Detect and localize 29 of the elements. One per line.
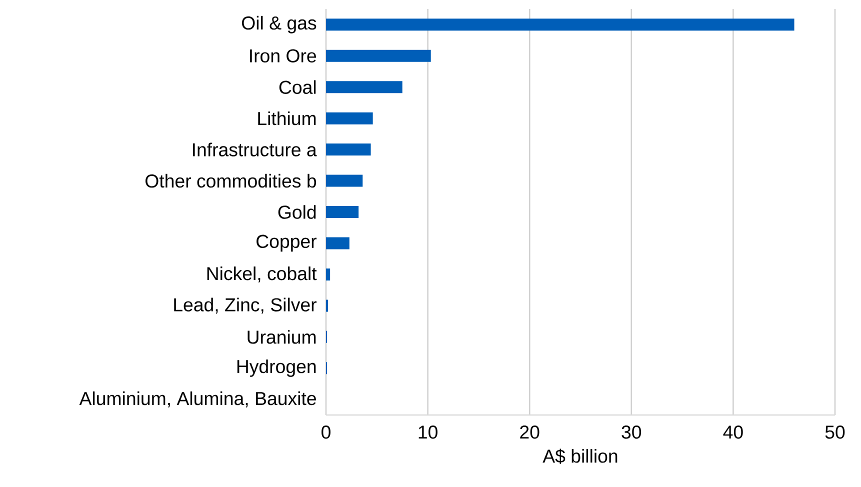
bar xyxy=(326,112,373,124)
bar xyxy=(326,50,431,62)
x-tick-label: 10 xyxy=(418,425,438,439)
y-tick-label: Oil & gas xyxy=(242,16,316,34)
x-tick-label: 50 xyxy=(825,425,845,439)
y-tick-label: Other commodities b xyxy=(146,174,316,188)
bar xyxy=(326,206,359,218)
bar xyxy=(326,81,402,94)
x-tick-label: 30 xyxy=(622,425,642,439)
x-tick-label: 20 xyxy=(520,425,540,439)
y-tick-label: Coal xyxy=(279,80,316,94)
y-tick-label: Aluminium, Alumina, Bauxite xyxy=(79,391,316,408)
y-tick-label: Uranium xyxy=(248,330,316,344)
y-tick-label: Lead, Zinc, Silver xyxy=(174,298,317,314)
y-tick-label: Hydrogen xyxy=(237,359,316,377)
bar xyxy=(326,174,363,187)
y-tick-label: Iron Ore xyxy=(250,49,316,62)
x-axis-title: A$ billion xyxy=(542,448,618,464)
x-tick-label: 0 xyxy=(322,425,330,439)
x-tick-label: 40 xyxy=(723,425,743,439)
bar xyxy=(326,268,330,280)
y-tick-label: Gold xyxy=(278,205,316,219)
bar xyxy=(326,144,371,156)
y-tick-label: Infrastructure a xyxy=(193,142,317,156)
bar xyxy=(326,237,350,250)
y-tick-label: Lithium xyxy=(258,111,316,126)
bar xyxy=(326,18,794,31)
y-tick-label: Nickel, cobalt xyxy=(207,266,317,282)
y-tick-label: Copper xyxy=(256,234,317,252)
